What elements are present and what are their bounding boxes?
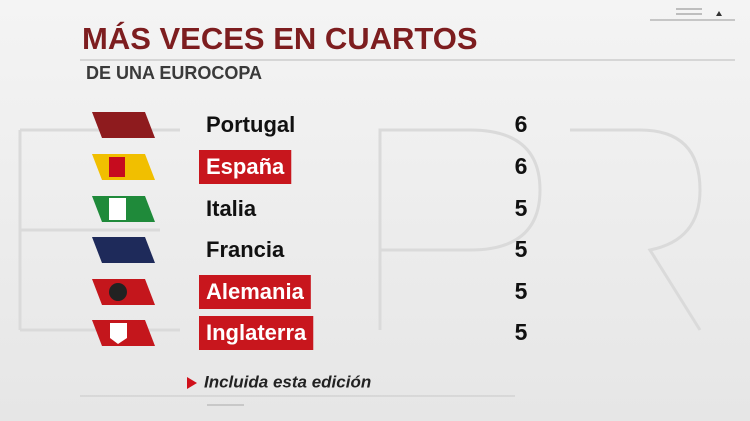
team-name: Portugal <box>206 112 295 137</box>
team-value: 6 <box>515 111 528 137</box>
flag-portugal <box>92 112 155 138</box>
flag-england-badge <box>110 323 127 344</box>
footnote: Incluida esta edición <box>204 372 371 391</box>
team-highlight <box>199 316 314 350</box>
flag-france <box>92 237 155 263</box>
flags <box>92 112 155 346</box>
team-value: 5 <box>515 195 528 221</box>
team-name: Alemania <box>206 279 305 304</box>
team-highlight <box>199 275 311 309</box>
flag-germany-badge <box>109 283 127 301</box>
team-value: 6 <box>515 153 528 179</box>
team-value: 5 <box>515 236 528 262</box>
team-name: España <box>206 154 285 179</box>
subtitle: DE UNA EUROCOPA <box>86 63 262 83</box>
indicator <box>716 11 722 16</box>
footnote-marker <box>187 377 197 389</box>
team-name: Italia <box>206 196 257 221</box>
team-name: Inglaterra <box>206 320 307 345</box>
team-value: 5 <box>515 319 528 345</box>
team-value: 5 <box>515 278 528 304</box>
flag-spain-badge <box>109 157 125 177</box>
menu-icon <box>676 8 702 15</box>
team-highlight <box>199 150 292 184</box>
flag-italy-badge <box>109 198 126 220</box>
title: MÁS VECES EN CUARTOS <box>82 21 478 56</box>
team-name: Francia <box>206 237 285 262</box>
